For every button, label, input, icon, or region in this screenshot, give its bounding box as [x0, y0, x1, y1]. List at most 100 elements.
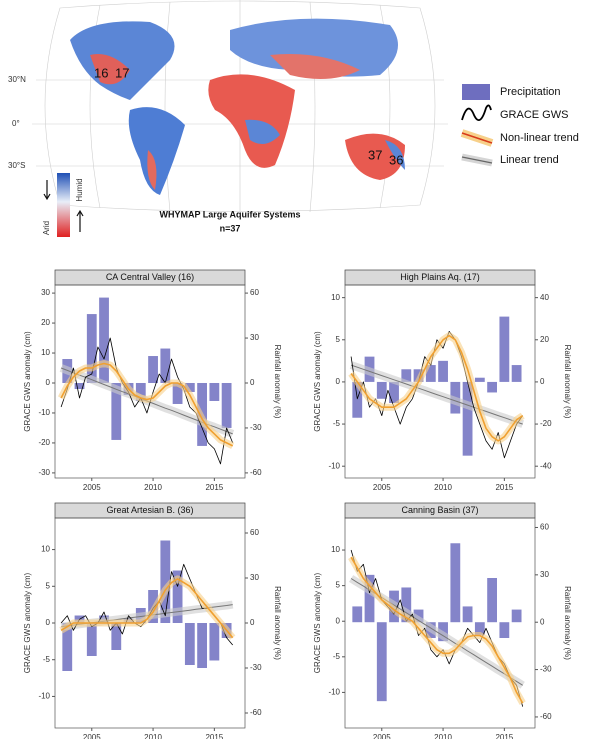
y2-tick-label: 60	[540, 523, 549, 532]
aquifer-label: 17	[115, 65, 129, 80]
precip-bar	[499, 316, 510, 382]
y2-tick-label: -30	[540, 665, 552, 674]
y2-tick-label: 60	[250, 288, 259, 297]
precip-bar	[184, 382, 195, 392]
precip-bar	[221, 382, 232, 428]
legend: Precipitation GRACE GWS Non-linear trend…	[460, 84, 579, 167]
precip-bar	[111, 623, 122, 650]
y-tick-label: 0	[46, 618, 51, 627]
plot-frame	[54, 517, 246, 729]
y-tick-label: -5	[333, 419, 341, 428]
legend-label: Linear trend	[500, 154, 559, 166]
y-tick-label: -5	[43, 655, 51, 664]
aquifer-label: 37	[368, 147, 382, 162]
y2-tick-label: 0	[540, 617, 545, 626]
precip-bar	[450, 543, 461, 623]
y-tick-label: 30	[41, 288, 50, 297]
y-tick-label: 10	[331, 293, 340, 302]
africa-humid	[245, 119, 280, 144]
y-tick-label: -10	[38, 692, 50, 701]
precip-bar	[376, 381, 387, 399]
y2-tick-label: 0	[250, 618, 255, 627]
precip-bar	[172, 382, 183, 404]
precip-bar	[389, 381, 399, 403]
panel: High Plains Aq. (17) GRACE GWS anomaly (c…	[313, 269, 572, 492]
south-america	[128, 107, 185, 195]
panel-title: CA Central Valley (16)	[106, 272, 194, 282]
precip-bar	[438, 360, 448, 382]
y-tick-label: -10	[328, 688, 340, 697]
x-tick-label: 2010	[144, 733, 162, 739]
y2-tick-label: -40	[540, 461, 552, 470]
y-tick-label: 5	[336, 335, 341, 344]
precip-bar	[135, 382, 146, 401]
y2-tick-label: 60	[250, 528, 259, 537]
x-tick-label: 2005	[83, 733, 101, 739]
nonlinear-trend	[60, 362, 234, 447]
panel-title: Great Artesian B. (36)	[106, 505, 193, 515]
precip-bar	[74, 382, 85, 389]
lat-label: 30°N	[8, 75, 26, 84]
y-tick-label: -30	[38, 468, 50, 477]
y-tick-label: 0	[336, 616, 341, 625]
precip-bar	[62, 623, 73, 671]
precip-bar	[160, 348, 171, 383]
australia-humid	[385, 140, 405, 170]
y2-tick-label: -30	[250, 663, 262, 672]
x-tick-label: 2015	[495, 733, 513, 739]
precip-bar	[376, 622, 387, 702]
x-tick-label: 2005	[373, 733, 391, 739]
y2-tick-label: 30	[250, 333, 259, 342]
precip-bar	[172, 570, 183, 623]
aquifer-label: 36	[389, 152, 403, 167]
precip-bar	[160, 540, 171, 623]
y-tick-label: 10	[331, 545, 340, 554]
precip-bar	[425, 365, 436, 382]
na-arid	[90, 54, 130, 85]
precip-bar	[99, 297, 109, 383]
y2-tick-label: -60	[250, 468, 262, 477]
legend-swatch	[461, 104, 492, 122]
precip-bar	[86, 314, 97, 383]
precip-bar	[401, 369, 412, 382]
precip-bar	[209, 382, 220, 401]
nonlinear-trend	[60, 578, 234, 639]
y-tick-label: 0	[336, 377, 341, 386]
precip-bar	[487, 381, 497, 393]
x-tick-label: 2005	[83, 483, 101, 492]
y2-tick-label: -60	[540, 712, 552, 721]
aquifer-label: 16	[94, 65, 108, 80]
panel: Canning Basin (37) GRACE GWS anomaly (cm)…	[313, 502, 572, 739]
precip-bar	[148, 356, 158, 383]
y-axis-label: GRACE GWS anomaly (cm)	[23, 572, 32, 673]
y2-tick-label: -20	[540, 419, 552, 428]
y2-tick-label: 0	[250, 378, 255, 387]
y2-axis-label: Rainfall anomaly (%)	[563, 586, 572, 660]
map-subtitle: n=37	[220, 223, 241, 233]
colorbar	[57, 173, 70, 237]
precip-bar	[474, 622, 485, 635]
y2-tick-label: 30	[250, 573, 259, 582]
y-tick-label: 5	[46, 581, 51, 590]
map-frame	[44, 0, 436, 212]
x-tick-label: 2015	[495, 483, 513, 492]
world-map: 30°N 0° 30°S 16 17 37 36 Humid Arid WHYM…	[8, 0, 448, 237]
lat-label: 30°S	[8, 161, 25, 170]
precip-bar	[511, 365, 522, 382]
precip-bar	[111, 382, 122, 440]
precip-bar	[352, 606, 363, 623]
colorbar-arrows	[43, 180, 84, 232]
nonlinear-trend	[350, 334, 524, 442]
x-tick-label: 2005	[373, 483, 391, 492]
y-tick-label: -20	[38, 438, 50, 447]
precip-bar	[184, 623, 195, 665]
precip-bar	[487, 578, 497, 623]
x-tick-label: 2015	[205, 483, 223, 492]
nonlinear-trend	[350, 556, 524, 704]
y2-tick-label: 0	[540, 377, 545, 386]
panel-title: Canning Basin (37)	[401, 505, 478, 515]
legend-label: Non-linear trend	[500, 132, 579, 144]
y2-tick-label: -30	[250, 423, 262, 432]
precip-bar	[401, 587, 412, 623]
